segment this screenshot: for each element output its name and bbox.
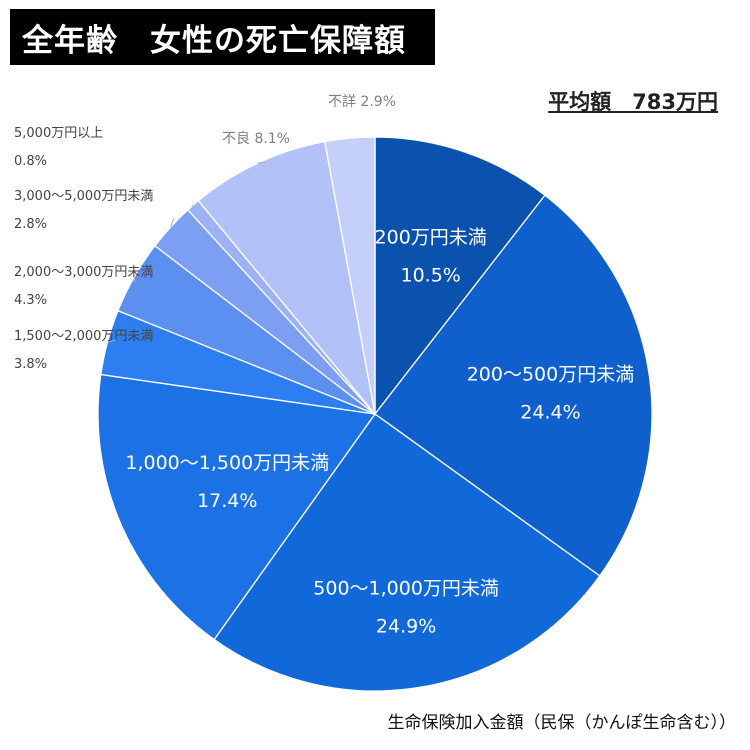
footer-label: 生命保険加入金額（民保（かんぽ生命含む）） — [387, 713, 737, 733]
slice-label-9: 不良 8.1% — [222, 131, 290, 147]
title-box: 全年齢 女性の死亡保障額 — [10, 9, 435, 65]
slice-value-8: 0.8% — [14, 154, 47, 169]
slice-value-3: 24.9% — [376, 616, 436, 638]
slice-value-5: 3.8% — [14, 357, 47, 372]
pie-slice-3 — [213, 413, 601, 692]
leader-line-5 — [107, 339, 117, 343]
slice-label-1: 200万円未満 — [375, 227, 487, 249]
pie-slice-2 — [374, 194, 653, 577]
slice-value-4: 17.4% — [197, 490, 257, 512]
slice-label-2: 200～500万円未満 — [467, 364, 635, 386]
slice-label-6: 2,000～3,000万円未満 — [14, 265, 153, 280]
slice-value-6: 4.3% — [14, 293, 47, 308]
slice-label-5: 1,500～2,000万円未満 — [14, 329, 153, 344]
leader-line-7 — [170, 217, 175, 228]
slice-value-1: 10.5% — [401, 265, 461, 287]
leader-line-9 — [257, 161, 266, 164]
slice-label-7: 3,000～5,000万円未満 — [14, 189, 153, 204]
slice-value-7: 2.8% — [14, 217, 47, 232]
leader-line-8 — [191, 204, 194, 207]
slice-value-2: 24.4% — [520, 402, 580, 424]
slice-label-10: 不詳 2.9% — [328, 94, 396, 110]
slice-label-4: 1,000～1,500万円未満 — [125, 452, 329, 474]
slice-label-3: 500～1,000万円未満 — [313, 578, 499, 600]
average-label: 平均額 783万円 — [548, 90, 718, 114]
pie-slice-1 — [374, 136, 546, 416]
chart-title: 全年齢 女性の死亡保障額 — [22, 22, 406, 59]
slice-label-8: 5,000万円以上 — [14, 126, 103, 141]
leader-line-6 — [133, 276, 136, 283]
pie-slice-4 — [97, 373, 377, 641]
